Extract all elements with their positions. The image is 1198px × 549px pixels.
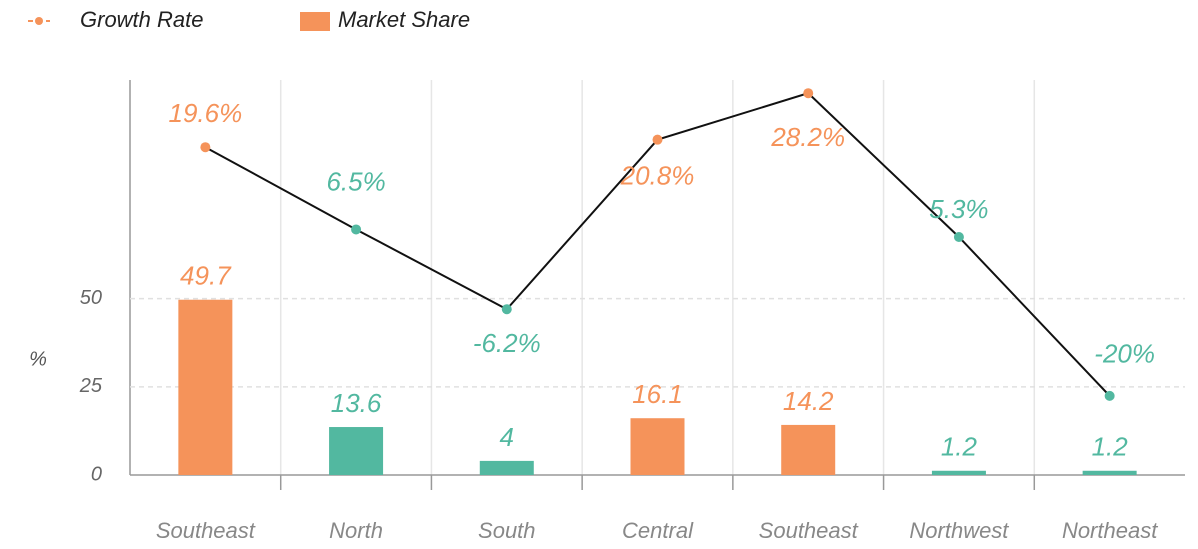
bar [1082,470,1137,475]
point [501,304,512,315]
bar-label: 14.2 [783,386,834,416]
legend-marker [300,12,330,31]
bar [178,299,233,475]
point [351,224,362,235]
point-label: 5.3% [929,194,988,224]
point-label: -6.2% [473,328,541,358]
x-tick-label: Southeast [156,518,256,543]
point-label: -20% [1094,339,1155,369]
y-tick-label: 25 [79,375,103,397]
point [953,231,964,242]
bar-label: 4 [500,422,514,452]
bar [329,427,384,475]
bar [479,460,534,475]
y-tick-label: 50 [80,287,102,309]
bar-label: 13.6 [331,388,382,418]
y-tick-label: 0 [91,463,102,485]
y-axis-label: % [29,348,47,370]
point [200,142,211,153]
x-tick-label: Southeast [759,518,859,543]
bar [931,470,986,475]
bar [630,418,685,475]
legend-marker [35,17,43,25]
bar-label: 1.2 [1092,432,1129,462]
bar-label: 49.7 [180,261,232,291]
point [652,134,663,145]
bar-label: 1.2 [941,432,978,462]
x-tick-label: Northeast [1062,518,1158,543]
legend-label: Market Share [338,7,470,32]
bar [781,424,836,475]
point-label: 28.2% [770,122,845,152]
point [803,88,814,99]
x-tick-label: North [329,518,383,543]
x-tick-label: Northwest [909,518,1009,543]
point-label: 20.8% [620,161,695,191]
point [1104,390,1115,401]
point-label: 19.6% [168,98,242,128]
x-tick-label: Central [622,518,694,543]
legend-label: Growth Rate [80,7,204,32]
x-tick-label: South [478,518,536,543]
point-label: 6.5% [326,166,385,196]
bar-label: 16.1 [632,379,683,409]
